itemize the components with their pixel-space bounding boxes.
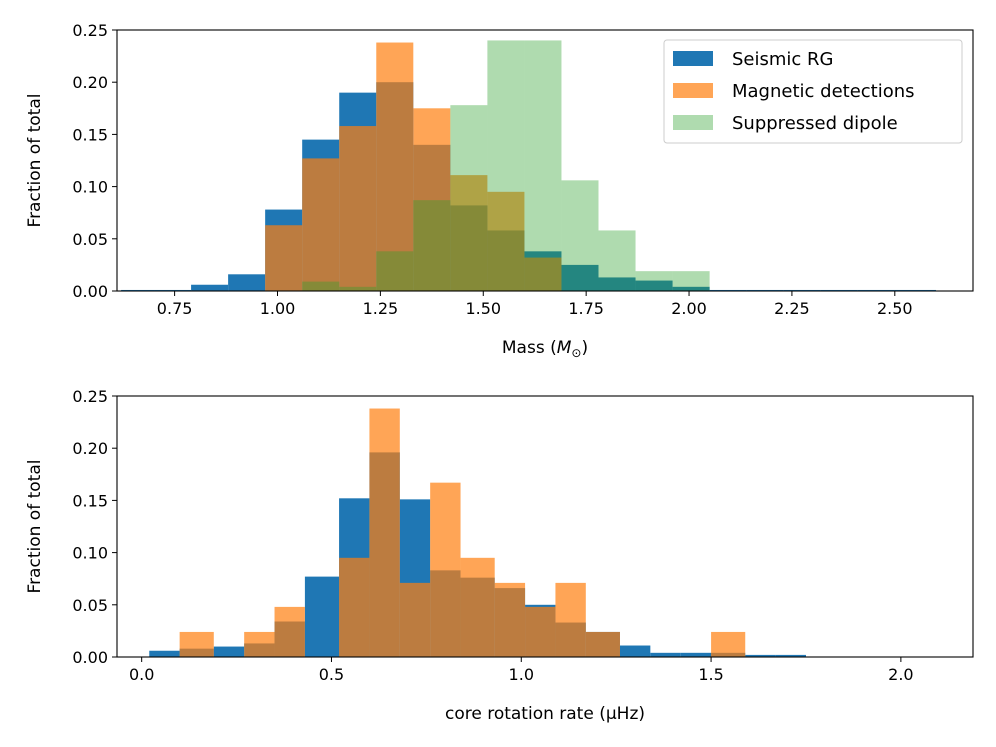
- mass-legend-label-seismic: Seismic RG: [732, 49, 834, 70]
- mass-bar-magnetic-0: [265, 225, 303, 291]
- mass-legend-swatch-suppressed: [673, 115, 713, 130]
- mass-bar-seismic-14: [635, 280, 673, 291]
- rotation-axes-frame: [116, 395, 974, 658]
- mass-bar-suppressed-5: [487, 40, 525, 291]
- rotation-series-magnetic-detections: [179, 408, 746, 657]
- rotation-bar-magnetic-11: [494, 582, 526, 657]
- mass-xtick-label-1: 1.00: [260, 299, 296, 318]
- rotation-bar-magnetic-12: [525, 606, 556, 657]
- mass-series-magnetic-detections: [265, 42, 562, 291]
- mass-bar-suppressed-6: [524, 40, 562, 291]
- mass-bar-magnetic-6: [487, 191, 525, 291]
- mass-xtick-label-6: 2.25: [774, 299, 810, 318]
- mass-ytick-label-4: 0.20: [72, 73, 108, 92]
- rotation-histogram-chart: 0.0 0.5 1.0 1.5 2.0 0.00 0.05 0.10 0.15 0.20 0.25 F…: [25, 387, 974, 724]
- rotation-bar-seismic-19: [745, 654, 776, 657]
- mass-xtick-label-2: 1.25: [363, 299, 399, 318]
- rotation-bar-seismic-17: [680, 652, 712, 657]
- rotation-bar-magnetic-1: [179, 631, 214, 657]
- mass-legend: Seismic RG Magnetic detections Suppressed …: [663, 39, 963, 144]
- mass-bar-magnetic-3: [376, 42, 414, 291]
- rotation-ytick-label-4: 0.20: [72, 439, 108, 458]
- mass-bar-seismic-15: [672, 286, 710, 291]
- rotation-xtick-label-1: 0.5: [319, 665, 344, 684]
- rotation-bar-magnetic-8: [399, 582, 431, 657]
- rotation-bar-magnetic-18: [711, 631, 746, 657]
- rotation-ylabel: Fraction of total: [25, 460, 45, 594]
- rotation-xtick-label-0: 0.0: [129, 665, 154, 684]
- rotation-bar-magnetic-3: [244, 631, 275, 657]
- mass-axes-frame: [116, 29, 974, 292]
- mass-bar-suppressed-0: [302, 281, 340, 291]
- mass-series-suppressed-dipole: [302, 40, 710, 291]
- rotation-bar-magnetic-4: [274, 606, 305, 657]
- rotation-bar-magnetic-13: [555, 582, 586, 657]
- rotation-ytick-label-5: 0.25: [72, 387, 108, 406]
- mass-ytick-label-5: 0.25: [72, 21, 108, 40]
- rotation-ytick-label-0: 0.00: [72, 648, 108, 667]
- mass-bar-seismic-13: [598, 277, 636, 291]
- mass-xtick-label-7: 2.50: [877, 299, 913, 318]
- rotation-bar-seismic-20: [775, 654, 806, 657]
- rotation-bar-seismic-16: [650, 652, 681, 657]
- mass-legend-label-magnetic: Magnetic detections: [732, 81, 915, 102]
- mass-histogram-chart: 0.75 1.00 1.25 1.50 1.75 2.00 2.25 2.50 0.00 0.05…: [25, 21, 974, 360]
- rotation-ytick-label-1: 0.05: [72, 596, 108, 615]
- rotation-bar-magnetic-14: [585, 631, 620, 657]
- rotation-ytick-label-2: 0.10: [72, 544, 108, 563]
- mass-bar-suppressed-2: [376, 251, 414, 291]
- mass-ylabel: Fraction of total: [25, 94, 45, 228]
- mass-ytick-label-3: 0.15: [72, 125, 108, 144]
- mass-legend-box: [663, 39, 963, 144]
- rotation-xlabel: core rotation rate (μHz): [445, 704, 645, 724]
- mass-bar-suppressed-10: [672, 271, 710, 291]
- mass-bar-suppressed-3: [413, 200, 451, 291]
- rotation-xtick-label-3: 1.5: [698, 665, 723, 684]
- mass-legend-swatch-magnetic: [673, 83, 713, 98]
- mass-bar-seismic-12: [561, 264, 599, 291]
- mass-bar-suppressed-9: [635, 271, 673, 291]
- mass-bar-magnetic-4: [413, 108, 451, 291]
- rotation-xtick-label-2: 1.0: [509, 665, 534, 684]
- mass-ytick-label-1: 0.05: [72, 230, 108, 249]
- rotation-bar-magnetic-10: [460, 557, 495, 657]
- rotation-xtick-label-4: 2.0: [888, 665, 913, 684]
- mass-xtick-label-4: 1.75: [568, 299, 604, 318]
- mass-ytick-label-0: 0.00: [72, 282, 108, 301]
- mass-bar-magnetic-7: [524, 257, 562, 291]
- rotation-bar-magnetic-9: [430, 482, 461, 657]
- mass-bar-suppressed-1: [339, 286, 377, 291]
- mass-legend-label-suppressed: Suppressed dipole: [732, 113, 898, 134]
- mass-bar-suppressed-8: [598, 230, 636, 291]
- mass-bar-magnetic-5: [450, 175, 488, 291]
- rotation-bar-seismic-5: [304, 576, 340, 657]
- rotation-ytick-label-3: 0.15: [72, 491, 108, 510]
- mass-bar-suppressed-4: [450, 105, 488, 291]
- mass-legend-swatch-seismic: [673, 51, 713, 66]
- mass-bar-suppressed-7: [561, 180, 599, 291]
- rotation-bar-magnetic-6: [339, 557, 370, 657]
- rotation-bar-seismic-0: [149, 650, 180, 657]
- mass-xtick-label-0: 0.75: [157, 299, 193, 318]
- mass-xtick-label-5: 2.00: [671, 299, 707, 318]
- mass-ytick-label-2: 0.10: [72, 178, 108, 197]
- mass-bar-magnetic-1: [302, 158, 340, 291]
- mass-xtick-label-3: 1.50: [465, 299, 501, 318]
- mass-bar-magnetic-2: [339, 126, 377, 291]
- mass-bar-seismic-2: [191, 284, 229, 291]
- rotation-bar-magnetic-7: [369, 408, 400, 657]
- rotation-bar-seismic-15: [619, 645, 651, 657]
- mass-xlabel: Mass (M⊙): [502, 338, 588, 360]
- mass-bar-seismic-3: [228, 274, 266, 291]
- rotation-bar-seismic-2: [213, 646, 245, 657]
